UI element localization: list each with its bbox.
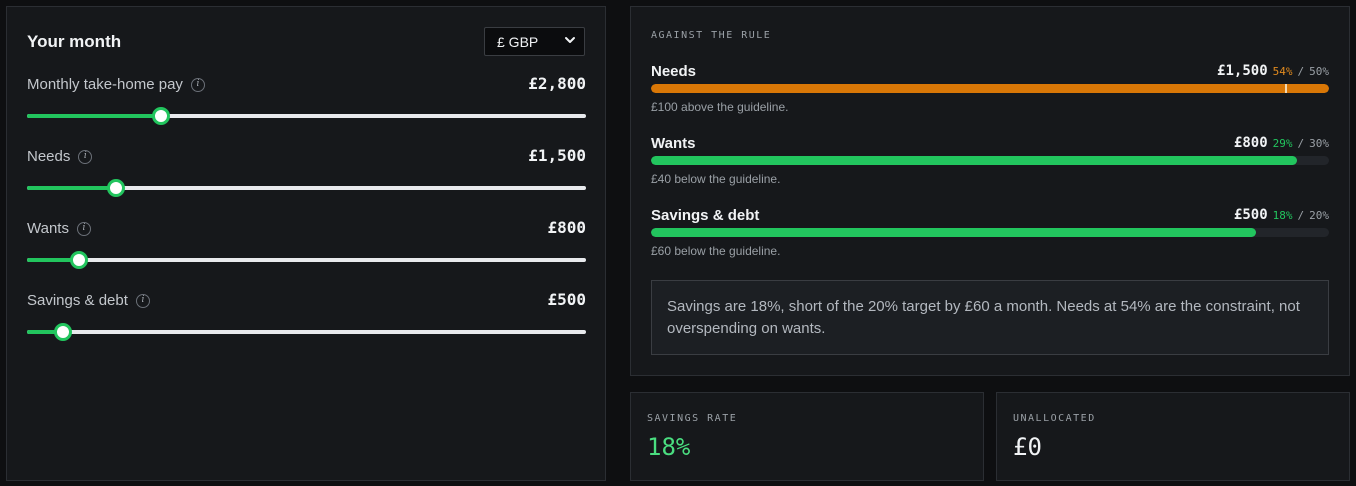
slider-track bbox=[27, 330, 586, 334]
slider-thumb[interactable] bbox=[54, 323, 73, 341]
target-marker bbox=[1284, 84, 1287, 93]
slider-value: £500 bbox=[547, 290, 586, 309]
info-icon[interactable]: i bbox=[135, 293, 150, 308]
category-amount: £800 bbox=[1233, 135, 1268, 151]
category-percent: 29% bbox=[1272, 137, 1293, 150]
slider-label: Wants bbox=[27, 220, 69, 237]
category-percent: 54% bbox=[1272, 65, 1293, 78]
category-savings-debt: Savings & debt £500 18% / 20% £60 below … bbox=[651, 207, 1329, 271]
slider-fill bbox=[27, 186, 117, 190]
category-note: £40 below the guideline. bbox=[651, 172, 781, 186]
progress-bar bbox=[651, 156, 1329, 165]
category-amount: £500 bbox=[1233, 207, 1268, 223]
slider-fill bbox=[27, 114, 162, 118]
slider-track bbox=[27, 186, 586, 190]
slider-thumb[interactable] bbox=[107, 179, 126, 197]
chevron-down-icon bbox=[565, 37, 575, 43]
stat-value: 18% bbox=[647, 433, 691, 461]
category-amount: £1,500 bbox=[1217, 63, 1268, 79]
slider-fill bbox=[27, 330, 64, 334]
slider-value: £800 bbox=[547, 218, 586, 237]
slider-row-take-home: Monthly take-home pay i £2,800 bbox=[27, 74, 586, 136]
slider-row-wants: Wants i £800 bbox=[27, 218, 586, 280]
category-target: 20% bbox=[1309, 209, 1329, 222]
info-icon[interactable]: i bbox=[190, 77, 205, 92]
slider-label: Needs bbox=[27, 148, 71, 165]
progress-fill bbox=[651, 228, 1257, 237]
stat-value: £0 bbox=[1013, 433, 1042, 461]
category-name: Savings & debt bbox=[651, 207, 760, 224]
panel-title: Your month bbox=[27, 32, 122, 51]
category-percent: 18% bbox=[1272, 209, 1293, 222]
category-note: £60 below the guideline. bbox=[651, 244, 781, 258]
category-note: £100 above the guideline. bbox=[651, 100, 789, 114]
your-month-panel: Your month £ GBP Monthly take-home pay i… bbox=[6, 6, 606, 481]
separator: / bbox=[1297, 137, 1305, 150]
slider-label: Savings & debt bbox=[27, 292, 128, 309]
info-icon[interactable]: i bbox=[76, 221, 91, 236]
savings-rate-card: SAVINGS RATE 18% bbox=[630, 392, 984, 481]
separator: / bbox=[1297, 209, 1305, 222]
slider-value: £1,500 bbox=[528, 146, 586, 165]
stat-label: SAVINGS RATE bbox=[647, 413, 738, 424]
slider-track bbox=[27, 114, 586, 118]
stat-label: UNALLOCATED bbox=[1013, 413, 1096, 424]
category-name: Needs bbox=[651, 63, 697, 80]
progress-bar bbox=[651, 228, 1329, 237]
unallocated-card: UNALLOCATED £0 bbox=[996, 392, 1350, 481]
category-wants: Wants £800 29% / 30% £40 below the guide… bbox=[651, 135, 1329, 199]
savings-debt-slider[interactable] bbox=[27, 323, 586, 341]
progress-bar bbox=[651, 84, 1329, 93]
currency-select-value: £ GBP bbox=[497, 33, 539, 50]
info-icon[interactable]: i bbox=[78, 149, 93, 164]
slider-thumb[interactable] bbox=[152, 107, 171, 125]
category-target: 50% bbox=[1309, 65, 1329, 78]
category-name: Wants bbox=[651, 135, 696, 152]
wants-slider[interactable] bbox=[27, 251, 586, 269]
separator: / bbox=[1297, 65, 1305, 78]
slider-track bbox=[27, 258, 586, 262]
category-needs: Needs £1,500 54% / 50% £100 above the gu… bbox=[651, 63, 1329, 127]
section-heading: AGAINST THE RULE bbox=[651, 30, 772, 41]
slider-row-savings: Savings & debt i £500 bbox=[27, 290, 586, 352]
category-target: 30% bbox=[1309, 137, 1329, 150]
progress-fill bbox=[651, 84, 1329, 93]
needs-slider[interactable] bbox=[27, 179, 586, 197]
slider-fill bbox=[27, 258, 79, 262]
slider-thumb[interactable] bbox=[69, 251, 88, 269]
summary-callout: Savings are 18%, short of the 20% target… bbox=[651, 280, 1329, 355]
slider-row-needs: Needs i £1,500 bbox=[27, 146, 586, 208]
against-the-rule-panel: AGAINST THE RULE Needs £1,500 54% / 50% … bbox=[630, 6, 1350, 376]
slider-value: £2,800 bbox=[528, 74, 586, 93]
slider-label: Monthly take-home pay bbox=[27, 76, 183, 93]
take-home-pay-slider[interactable] bbox=[27, 107, 586, 125]
progress-fill bbox=[651, 156, 1298, 165]
currency-select[interactable]: £ GBP bbox=[484, 27, 585, 56]
